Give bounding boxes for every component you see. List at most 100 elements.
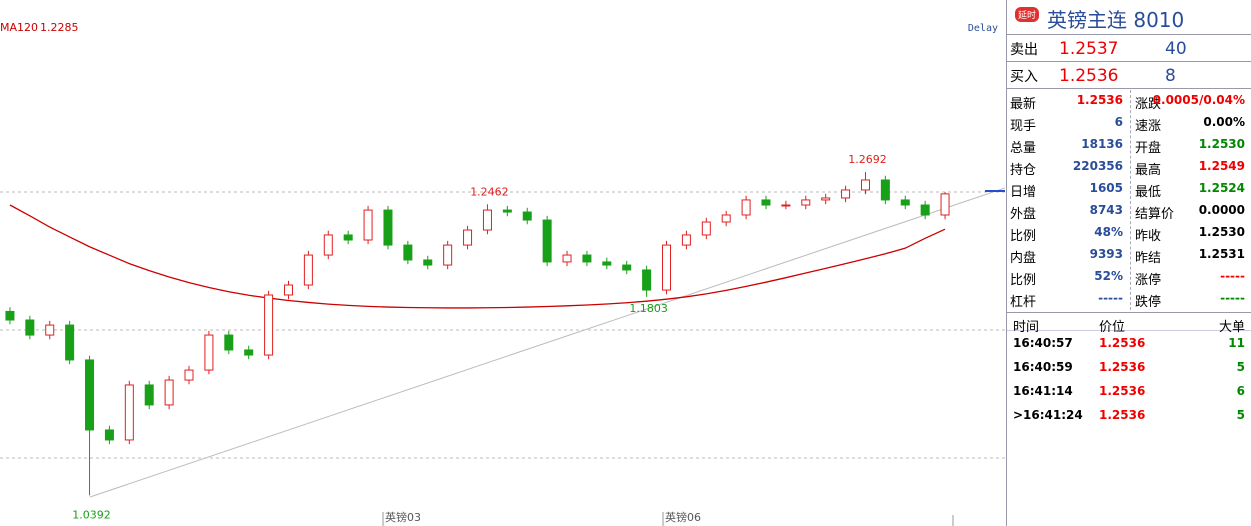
cell: 11 bbox=[1228, 336, 1245, 350]
candle-body bbox=[45, 324, 55, 336]
candle-body bbox=[920, 204, 930, 216]
candle-body bbox=[701, 221, 711, 236]
cell: 16:41:14 bbox=[1013, 384, 1073, 398]
trend-line bbox=[89, 187, 1005, 498]
cell: 5 bbox=[1236, 360, 1245, 374]
candle-body bbox=[65, 324, 75, 361]
stat-label: 杠杆 bbox=[1010, 295, 1037, 310]
candle-body bbox=[860, 179, 870, 191]
candle-body bbox=[622, 264, 632, 271]
candle-body bbox=[900, 199, 910, 206]
stat-value: 48% bbox=[1094, 225, 1123, 239]
stat-value: 18136 bbox=[1081, 137, 1123, 151]
candle-body bbox=[542, 219, 552, 263]
extreme-label: 1.2692 bbox=[848, 153, 887, 166]
trades-header: 时间 价位 大单 bbox=[1007, 312, 1251, 336]
candle-body bbox=[264, 294, 274, 356]
candle-body bbox=[443, 244, 453, 266]
cell: 5 bbox=[1236, 408, 1245, 422]
stat-value: 1.2531 bbox=[1198, 247, 1245, 261]
stat-value: 1.2530 bbox=[1198, 225, 1245, 239]
cell: 16:40:59 bbox=[1013, 360, 1073, 374]
candle-body bbox=[85, 359, 95, 431]
stat-value: 1.2530 bbox=[1198, 137, 1245, 151]
candle-body bbox=[502, 209, 512, 213]
extreme-label: 1.2462 bbox=[470, 185, 509, 198]
candle-body bbox=[482, 209, 492, 231]
candle-body bbox=[303, 254, 313, 286]
stat-label: 现手 bbox=[1010, 119, 1037, 134]
x-tick-label: 英镑03 bbox=[385, 510, 421, 524]
stat-label: 最低 bbox=[1135, 185, 1162, 200]
price: 1.2536 bbox=[1059, 66, 1119, 86]
stat-label: 比例 bbox=[1010, 273, 1037, 288]
stat-value: 9393 bbox=[1089, 247, 1123, 261]
candle-body bbox=[383, 209, 393, 246]
cell: 1.2536 bbox=[1099, 384, 1146, 398]
candle-body bbox=[681, 234, 691, 246]
cell: 16:40:57 bbox=[1013, 336, 1073, 350]
ma-line bbox=[9, 204, 946, 309]
stat-row: 最新 1.2536 涨跌 0.0005/0.04% bbox=[1007, 90, 1251, 112]
stat-label: 持仓 bbox=[1010, 163, 1037, 178]
stat-value: ----- bbox=[1220, 269, 1245, 283]
stat-label: 涨跌 bbox=[1135, 97, 1162, 112]
symbol-name: 英镑主连 bbox=[1047, 8, 1127, 32]
candle-body bbox=[721, 214, 731, 223]
stat-value: 0.00% bbox=[1203, 115, 1245, 129]
trade-row: 16:40:57 1.2536 11 bbox=[1007, 332, 1251, 356]
stat-value: 1.2549 bbox=[1198, 159, 1245, 173]
stat-label: 昨收 bbox=[1135, 229, 1162, 244]
stat-value: 0.0000 bbox=[1198, 203, 1245, 217]
candle-body bbox=[841, 189, 851, 199]
trade-row: >16:41:24 1.2536 5 bbox=[1007, 404, 1251, 428]
stat-label: 昨结 bbox=[1135, 251, 1162, 266]
stat-label: 最新 bbox=[1010, 97, 1037, 112]
stat-label: 最高 bbox=[1135, 163, 1162, 178]
stat-label: 日增 bbox=[1010, 185, 1037, 200]
stat-value: 8743 bbox=[1089, 203, 1123, 217]
label: 买入 bbox=[1010, 69, 1038, 85]
chart: Delay MA120 1.2285 1.2462 1.2692 1.1803 1.039… bbox=[0, 21, 1005, 526]
stat-row: 总量 18136 开盘 1.2530 bbox=[1007, 134, 1251, 156]
extreme-label: 1.1803 bbox=[629, 302, 668, 315]
candle-body bbox=[940, 193, 950, 216]
trade-row: 16:40:59 1.2536 5 bbox=[1007, 356, 1251, 380]
cell: 时间 bbox=[1013, 320, 1040, 335]
symbol-code: 8010 bbox=[1133, 8, 1185, 32]
stat-row: 外盘 8743 结算价 0.0000 bbox=[1007, 200, 1251, 222]
stat-value: ----- bbox=[1220, 291, 1245, 305]
legend-name: MA120 bbox=[0, 21, 38, 34]
candle-body bbox=[602, 261, 612, 266]
candle-body bbox=[880, 179, 890, 201]
candle-body bbox=[562, 254, 572, 263]
volume: 40 bbox=[1165, 39, 1187, 59]
stat-label: 跌停 bbox=[1135, 295, 1162, 310]
cell: 1.2536 bbox=[1099, 408, 1146, 422]
cell: 1.2536 bbox=[1099, 336, 1146, 350]
stat-value: 1605 bbox=[1089, 181, 1123, 195]
candle-body bbox=[363, 209, 373, 241]
candle-body bbox=[244, 349, 254, 356]
extreme-label: 1.0392 bbox=[72, 508, 111, 521]
stat-label: 速涨 bbox=[1135, 119, 1162, 134]
x-tick-label: 英镑06 bbox=[665, 510, 701, 524]
candle-body bbox=[25, 319, 35, 336]
stat-label: 开盘 bbox=[1135, 141, 1162, 156]
candle-body bbox=[323, 234, 333, 256]
candle-body bbox=[283, 284, 293, 296]
title: 英镑主连 8010 bbox=[1047, 4, 1184, 33]
stat-value: 6 bbox=[1114, 115, 1123, 129]
stat-row: 内盘 9393 昨结 1.2531 bbox=[1007, 244, 1251, 266]
candle-body bbox=[204, 334, 214, 371]
bid-row: 买入 1.2536 8 bbox=[1007, 61, 1251, 88]
legend-value: 1.2285 bbox=[40, 21, 79, 34]
candle-body bbox=[463, 229, 473, 246]
candle-body bbox=[801, 199, 811, 206]
candle-body bbox=[582, 254, 592, 263]
stat-row: 日增 1605 最低 1.2524 bbox=[1007, 178, 1251, 200]
ask-row: 卖出 1.2537 40 bbox=[1007, 34, 1251, 61]
candle-body bbox=[403, 244, 413, 261]
stat-value: 0.0005/0.04% bbox=[1152, 93, 1245, 107]
stat-row: 杠杆 ----- 跌停 ----- bbox=[1007, 288, 1251, 310]
